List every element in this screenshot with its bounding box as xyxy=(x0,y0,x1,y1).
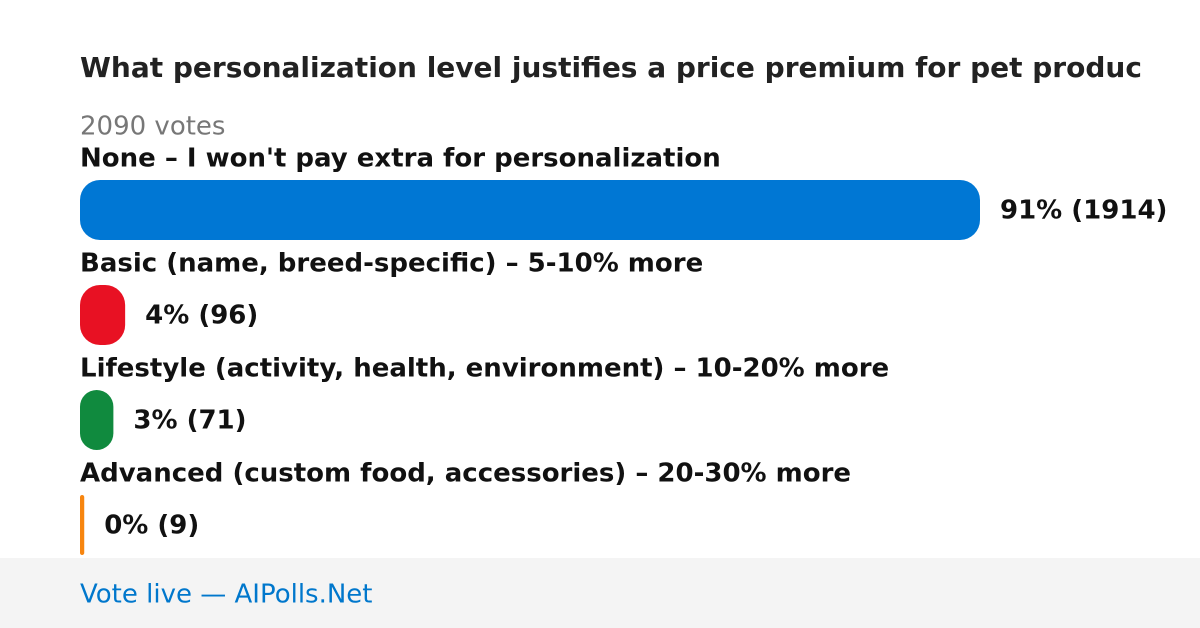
option-label: Lifestyle (activity, health, environment… xyxy=(80,354,889,384)
bar xyxy=(80,390,114,450)
vote-count: 2090 votes xyxy=(80,112,225,142)
bar xyxy=(80,495,85,555)
poll-title: What personalization level justifies a p… xyxy=(80,51,1142,84)
option-label: None – I won't pay extra for personaliza… xyxy=(80,144,721,174)
footer-bar xyxy=(0,558,1200,628)
bar xyxy=(80,180,980,240)
value-label: 4% (96) xyxy=(145,301,258,331)
footer-link[interactable]: Vote live — AIPolls.Net xyxy=(80,580,373,610)
option-label: Basic (name, breed-specific) – 5-10% mor… xyxy=(80,249,703,279)
option-label: Advanced (custom food, accessories) – 20… xyxy=(80,459,851,489)
bar xyxy=(80,285,126,345)
value-label: 91% (1914) xyxy=(1000,196,1167,226)
value-label: 3% (71) xyxy=(133,406,246,436)
value-label: 0% (9) xyxy=(104,511,199,541)
